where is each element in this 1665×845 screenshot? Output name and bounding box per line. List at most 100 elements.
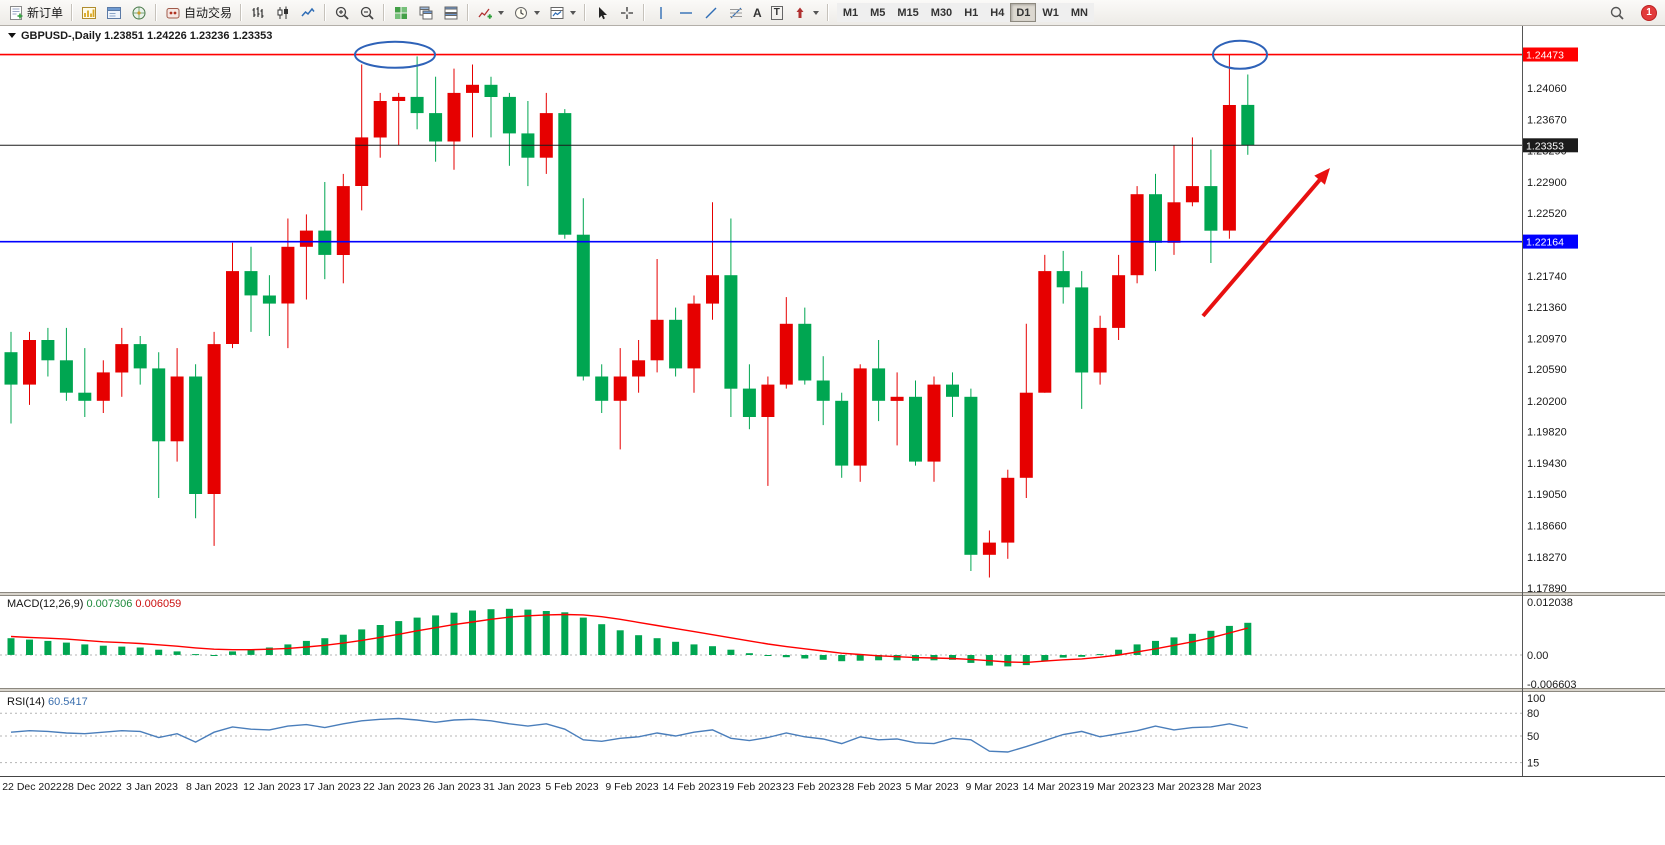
timeframe-d1-button[interactable]: D1: [1010, 3, 1037, 22]
chevron-down-icon: [812, 10, 819, 15]
highlight-ellipse[interactable]: [1212, 39, 1268, 70]
autotrading-button[interactable]: 自动交易: [161, 2, 236, 23]
price-tick: 1.22900: [1527, 177, 1567, 189]
macd-histogram-bar: [579, 617, 587, 655]
timeframe-h4-button[interactable]: H4: [984, 3, 1011, 22]
timeframe-m5-button[interactable]: M5: [864, 3, 892, 22]
notification-badge[interactable]: 1: [1641, 4, 1657, 21]
candle: [1130, 186, 1144, 284]
fibonacci-icon: [730, 7, 743, 18]
macd-histogram-bar: [99, 645, 107, 655]
macd-histogram-bar: [7, 638, 15, 655]
date-tick: 12 Jan 2023: [243, 781, 301, 793]
chevron-down-icon: [534, 10, 541, 15]
zoom-in-button[interactable]: [330, 2, 354, 23]
date-tick: 8 Jan 2023: [186, 781, 238, 793]
macd-histogram-bar: [413, 617, 421, 655]
search-button[interactable]: [1605, 2, 1629, 23]
rsi-axis-tick: 80: [1527, 708, 1539, 720]
chart-canvas[interactable]: GBPUSD-,Daily 1.23851 1.24226 1.23236 1.…: [0, 26, 1665, 845]
macd-histogram-bar: [229, 651, 236, 655]
candle: [318, 182, 332, 280]
date-tick: 14 Feb 2023: [663, 781, 722, 793]
macd-histogram-bar: [745, 653, 753, 655]
market-watch-button[interactable]: [102, 2, 126, 23]
panel-divider[interactable]: [0, 592, 1665, 596]
macd-histogram-bar: [136, 647, 144, 655]
horizontal-line-icon: [680, 11, 693, 14]
new-order-button[interactable]: 新订单: [4, 2, 67, 23]
rsi-axis-tick: 100: [1527, 693, 1545, 705]
navigator-button[interactable]: [127, 2, 151, 23]
text-button[interactable]: A: [749, 2, 766, 23]
timeframe-m15-button[interactable]: M15: [891, 3, 925, 22]
macd-histogram-bar: [1096, 654, 1104, 656]
chart-area: GBPUSD-,Daily 1.23851 1.24226 1.23236 1.…: [0, 26, 1665, 845]
date-tick: 22 Dec 2022: [2, 781, 62, 793]
periods-button[interactable]: [509, 2, 544, 23]
timeframe-m30-button[interactable]: M30: [924, 3, 959, 22]
candle: [909, 380, 922, 466]
macd-histogram-bar: [782, 655, 790, 658]
templates-button[interactable]: [545, 2, 580, 23]
tile-horizontal-button[interactable]: [439, 2, 463, 23]
timeframe-group: M1 M5 M15 M30 H1 H4 D1 W1 MN: [836, 3, 1094, 22]
toolbar-separator: [643, 4, 646, 21]
macd-histogram-bar: [62, 642, 70, 655]
trend-arrow[interactable]: [1201, 168, 1330, 318]
support-price-tag: 1.22164: [1523, 234, 1578, 249]
cursor-button[interactable]: [590, 2, 614, 23]
price-tick: 1.23670: [1527, 115, 1567, 127]
candle: [41, 327, 55, 377]
indicators-button[interactable]: [473, 2, 508, 23]
candle: [539, 92, 553, 174]
new-order-label: 新订单: [27, 6, 64, 20]
candle: [429, 76, 443, 162]
cascade-windows-button[interactable]: [414, 2, 438, 23]
crosshair-button[interactable]: [615, 2, 639, 23]
date-axis[interactable]: 22 Dec 2022 28 Dec 2022 3 Jan 2023 8 Jan 20…: [2, 781, 1261, 793]
macd-histogram-bar: [81, 644, 89, 655]
arrows-button[interactable]: [788, 2, 823, 23]
price-axis[interactable]: 1.240601.236701.232901.229001.225201.221…: [1523, 47, 1578, 596]
zoom-out-button[interactable]: [355, 2, 379, 23]
timeframe-w1-button[interactable]: W1: [1036, 3, 1065, 22]
candle: [502, 92, 516, 166]
tile-windows-button[interactable]: [389, 2, 413, 23]
candle: [835, 392, 849, 478]
new-chart-button[interactable]: [77, 2, 101, 23]
macd-histogram-bar: [1022, 655, 1030, 666]
line-chart-button[interactable]: [296, 2, 320, 23]
candlestick-chart-icon: [277, 6, 289, 19]
bar-chart-button[interactable]: [246, 2, 270, 23]
candle: [466, 64, 479, 138]
autotrading-label: 自动交易: [184, 6, 233, 20]
panel-divider[interactable]: [0, 688, 1665, 692]
vertical-line-icon: [660, 6, 662, 19]
chart-menu-arrow-icon[interactable]: [8, 33, 16, 38]
chevron-down-icon: [498, 10, 505, 15]
tile-windows-icon: [395, 6, 408, 19]
date-tick: 28 Feb 2023: [843, 781, 902, 793]
timeframe-mn-button[interactable]: MN: [1064, 3, 1094, 22]
macd-histogram-bar: [635, 635, 643, 655]
candlestick-chart-button[interactable]: [271, 2, 295, 23]
highlight-ellipse[interactable]: [354, 40, 436, 69]
label-button[interactable]: T: [767, 2, 787, 23]
resistance-price-tag: 1.24473: [1523, 47, 1578, 62]
horizontal-line-button[interactable]: [674, 2, 698, 23]
date-tick: 28 Mar 2023: [1203, 781, 1262, 793]
crosshair-icon: [621, 6, 634, 19]
fibonacci-button[interactable]: [724, 2, 748, 23]
candle: [706, 202, 719, 320]
macd-histogram-bar: [284, 644, 292, 655]
macd-histogram-bar: [672, 641, 680, 655]
candle: [336, 173, 350, 284]
vertical-line-button[interactable]: [649, 2, 673, 23]
timeframe-h1-button[interactable]: H1: [958, 3, 985, 22]
date-tick: 9 Feb 2023: [605, 781, 658, 793]
macd-histogram-bar: [856, 655, 864, 661]
toolbar-separator: [584, 4, 587, 21]
timeframe-m1-button[interactable]: M1: [836, 3, 865, 22]
trendline-button[interactable]: [699, 2, 723, 23]
